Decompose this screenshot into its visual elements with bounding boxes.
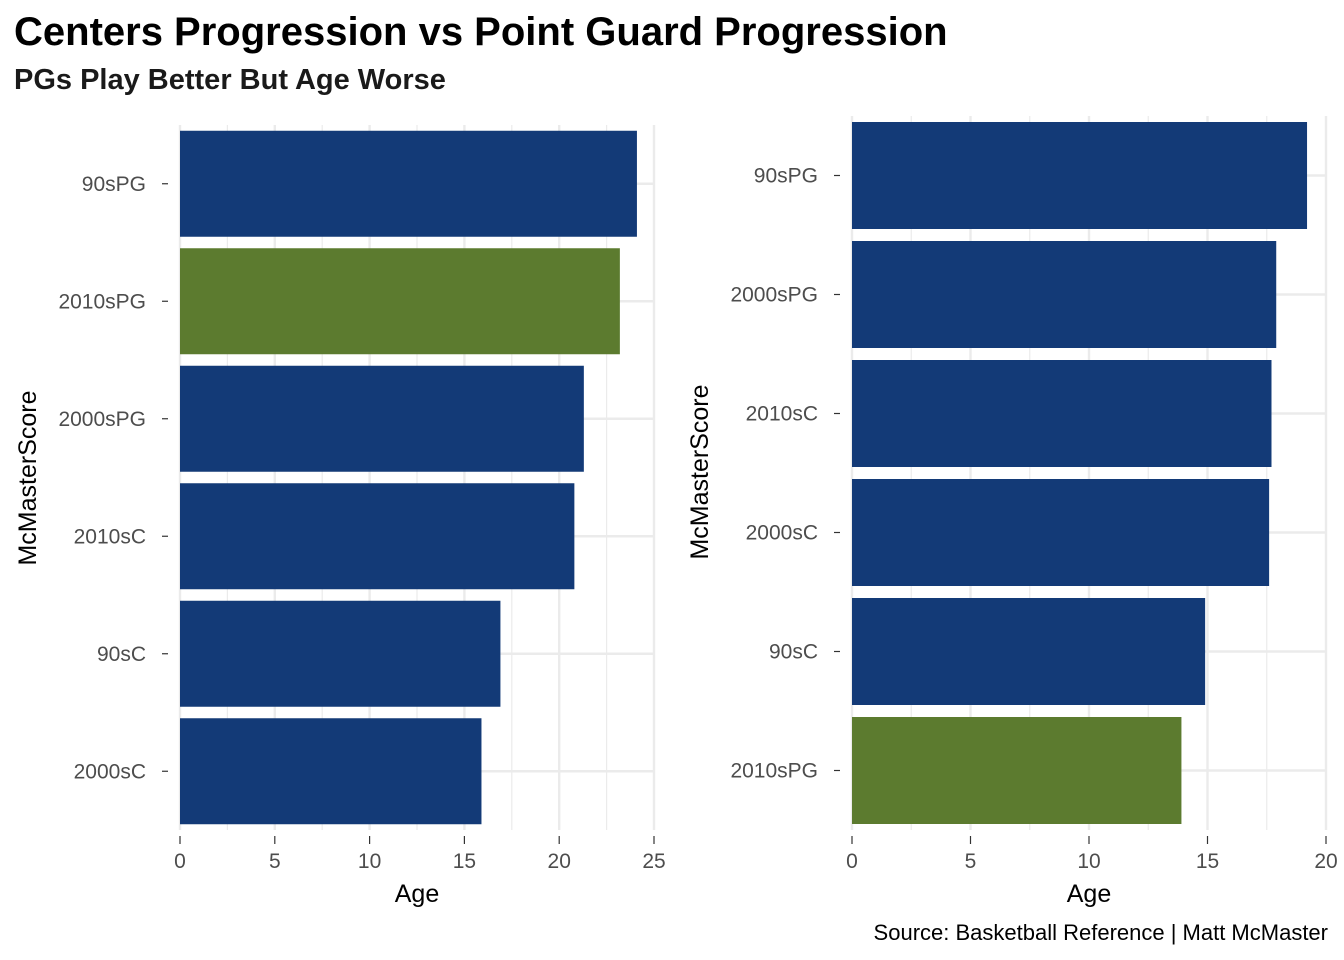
bar-2000sPG [180, 365, 584, 472]
bar-2010sC [852, 360, 1272, 467]
x-tick-label: 0 [846, 850, 858, 873]
y-tick-label: 2000sC [746, 522, 818, 545]
x-axis-title: Age [395, 880, 439, 908]
x-tick-label: 25 [642, 850, 665, 873]
bar-2010sC [180, 483, 575, 590]
bar-2000sC [180, 718, 482, 825]
x-tick-label: 15 [1196, 850, 1219, 873]
chart-caption: Source: Basketball Reference | Matt McMa… [873, 920, 1328, 945]
bar-2000sPG [852, 241, 1277, 348]
x-tick-label: 10 [1077, 850, 1100, 873]
bar-90sPG [180, 130, 637, 237]
chart-title: Centers Progression vs Point Guard Progr… [14, 10, 948, 54]
right-panel: 90sPG 2000sPG 2010sC 2000sC 90sC 2010sPG 0 5 10 1… [686, 116, 1338, 908]
x-tick-label: 15 [453, 850, 476, 873]
x-tick-label: 20 [548, 850, 571, 873]
y-tick-label: 90sPG [754, 165, 818, 188]
y-tick-label: 2010sPG [58, 290, 146, 313]
y-tick-label: 2010sC [746, 403, 818, 426]
x-axis-title: Age [1067, 880, 1111, 908]
bar-2010sPG [852, 717, 1182, 824]
y-axis-title: McMasterScore [14, 390, 42, 565]
x-tick-label: 0 [174, 850, 186, 873]
bar-90sPG [852, 122, 1308, 229]
y-tick-label: 2000sPG [730, 284, 818, 307]
y-tick-label: 2000sC [74, 760, 146, 783]
x-tick-label: 10 [358, 850, 381, 873]
bar-90sC [180, 600, 501, 707]
x-tick-label: 20 [1314, 850, 1337, 873]
y-tick-label: 90sC [769, 641, 818, 664]
left-panel: 90sPG 2010sPG 2000sPG 2010sC 90sC 2000sC 0 5 10 1… [14, 125, 666, 908]
y-axis-title: McMasterScore [686, 384, 714, 559]
x-tick-label: 5 [269, 850, 281, 873]
y-tick-label: 2010sPG [730, 760, 818, 783]
bar-2000sC [852, 479, 1270, 586]
y-tick-label: 2010sC [74, 525, 146, 548]
bar-2010sPG [180, 248, 620, 355]
y-tick-label: 2000sPG [58, 408, 146, 431]
bar-90sC [852, 598, 1206, 705]
y-tick-label: 90sC [97, 643, 146, 666]
x-tick-label: 5 [965, 850, 977, 873]
chart-subtitle: PGs Play Better But Age Worse [14, 64, 446, 96]
y-tick-label: 90sPG [82, 173, 146, 196]
